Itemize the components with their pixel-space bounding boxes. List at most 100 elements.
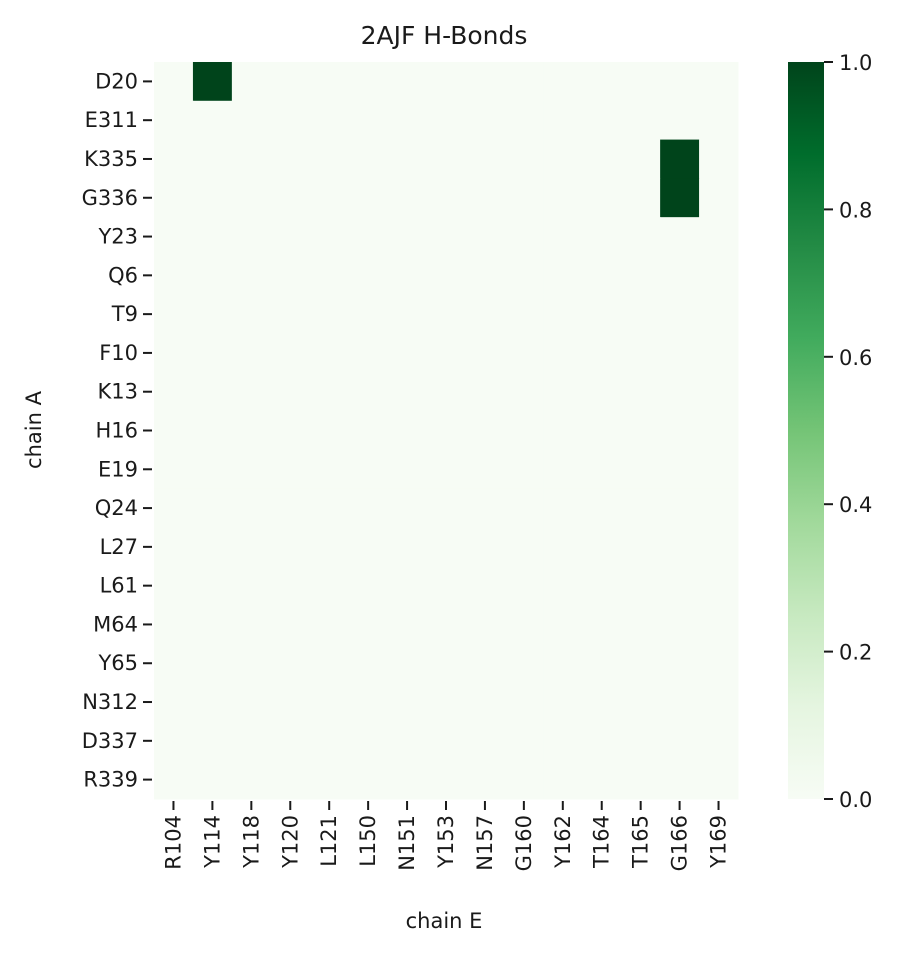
y-tick-label: K335 [84, 147, 138, 171]
heatmap-cells [154, 62, 739, 800]
heatmap-cell-L27-Y162 [543, 527, 583, 567]
heatmap-cell-E19-N157 [465, 449, 505, 490]
heatmap-cell-R339-T165 [621, 760, 661, 800]
heatmap-cell-F10-G166 [660, 333, 700, 373]
heatmap-cell-L27-G160 [504, 527, 544, 567]
heatmap-cell-E19-Y118 [231, 449, 272, 490]
heatmap-cell-Y65-Y153 [426, 643, 466, 684]
y-axis-title: chain A [22, 390, 46, 469]
heatmap-cell-Q24-L150 [348, 488, 389, 528]
heatmap-cell-K335-Y120 [270, 139, 311, 179]
y-tick-label: E19 [98, 457, 138, 481]
y-tick-label: K13 [98, 380, 139, 404]
x-tick-label: N157 [473, 815, 497, 871]
heatmap-cell-Y23-G166 [660, 217, 700, 257]
x-tick-label: Y153 [434, 815, 458, 869]
heatmap-cell-Y23-Y120 [270, 217, 311, 257]
heatmap-cell-K13-N151 [387, 372, 428, 412]
heatmap-cell-Y23-Y118 [231, 217, 272, 257]
heatmap-cell-G336-N157 [465, 178, 505, 218]
heatmap-cell-E311-N157 [465, 100, 505, 141]
colorbar-tick-label: 0.4 [839, 493, 872, 517]
heatmap-cell-Q6-Y114 [192, 255, 233, 296]
heatmap-cell-N312-G160 [504, 682, 544, 722]
heatmap-cell-F10-Y153 [426, 333, 466, 373]
heatmap-cell-F10-Y169 [699, 333, 739, 373]
heatmap-cell-D337-T165 [621, 721, 661, 761]
heatmap-cell-G336-L121 [309, 178, 350, 218]
heatmap-cell-E19-R104 [154, 449, 194, 490]
heatmap-cell-Y65-Y169 [699, 643, 739, 684]
colorbar-tick-label: 0.6 [839, 346, 872, 370]
heatmap-cell-K13-R104 [154, 372, 194, 412]
heatmap-cell-Q24-Y118 [231, 488, 272, 528]
heatmap-cell-T9-Y169 [699, 294, 739, 335]
heatmap-cell-G336-Y114 [192, 178, 233, 218]
heatmap-cell-D20-N151 [387, 62, 428, 102]
heatmap-cell-D337-L150 [348, 721, 389, 761]
heatmap-cell-T9-N157 [465, 294, 505, 335]
heatmap-cell-K13-Y114 [192, 372, 233, 412]
heatmap-cell-Y23-L121 [309, 217, 350, 257]
heatmap-cell-K13-G160 [504, 372, 544, 412]
heatmap-cell-L61-N151 [387, 566, 428, 606]
heatmap-cell-F10-N151 [387, 333, 428, 373]
colorbar-tick-label: 0.8 [839, 198, 872, 222]
heatmap-cell-L61-Y114 [192, 566, 233, 606]
heatmap-cell-D337-R104 [154, 721, 194, 761]
heatmap-cell-M64-Y118 [231, 605, 272, 645]
x-axis-title: chain E [406, 909, 483, 933]
heatmap-cell-K13-N157 [465, 372, 505, 412]
x-tick-label: L121 [317, 815, 341, 867]
heatmap-cell-D20-L150 [348, 62, 389, 102]
heatmap-cell-N312-Y153 [426, 682, 466, 722]
heatmap-cell-L61-G160 [504, 566, 544, 606]
heatmap-cell-K13-G166 [660, 372, 700, 412]
heatmap-cell-R339-Y118 [231, 760, 272, 800]
x-tick-label: R104 [161, 815, 185, 870]
heatmap-cell-M64-G160 [504, 605, 544, 645]
heatmap-cell-M64-N151 [387, 605, 428, 645]
heatmap-cell-L27-N151 [387, 527, 428, 567]
heatmap-cell-M64-N157 [465, 605, 505, 645]
heatmap-cell-R339-Y114 [192, 760, 233, 800]
heatmap-cell-Q6-G160 [504, 255, 544, 296]
x-tick-label: Y169 [707, 815, 731, 869]
x-tick-label: Y120 [278, 815, 302, 869]
heatmap-cell-L27-Y169 [699, 527, 739, 567]
heatmap-cell-T9-Y120 [270, 294, 311, 335]
heatmap-cell-N312-Y162 [543, 682, 583, 722]
heatmap-cell-L27-Y120 [270, 527, 311, 567]
heatmap-cell-Q24-T164 [582, 488, 622, 528]
heatmap-cell-Q24-Y169 [699, 488, 739, 528]
heatmap-cell-E311-G160 [504, 100, 544, 141]
heatmap-cell-E311-Y153 [426, 100, 466, 141]
heatmap-cell-F10-L150 [348, 333, 389, 373]
heatmap-cell-Y23-T164 [582, 217, 622, 257]
heatmap-cell-F10-Y118 [231, 333, 272, 373]
heatmap-cell-D20-L121 [309, 62, 350, 102]
heatmap-cell-L27-L150 [348, 527, 389, 567]
heatmap-cell-L27-Y114 [192, 527, 233, 567]
heatmap-cell-H16-N157 [465, 411, 505, 451]
heatmap-cell-K335-Y153 [426, 139, 466, 179]
heatmap-cell-G336-Y120 [270, 178, 311, 218]
heatmap-cell-Q6-T165 [621, 255, 661, 296]
x-tick-label: Y118 [239, 815, 263, 869]
heatmap-cell-E311-Y120 [270, 100, 311, 141]
x-tick-label: Y162 [551, 815, 575, 869]
heatmap-cell-Y23-N157 [465, 217, 505, 257]
heatmap-cell-D20-N157 [465, 62, 505, 102]
heatmap-cell-Y65-T165 [621, 643, 661, 684]
heatmap-cell-R339-G160 [504, 760, 544, 800]
heatmap-cell-H16-G166 [660, 411, 700, 451]
heatmap-cell-Q6-Y120 [270, 255, 311, 296]
y-tick-label: M64 [93, 612, 138, 636]
heatmap-cell-G336-Y162 [543, 178, 583, 218]
y-tick-label: R339 [83, 768, 138, 792]
heatmap-cell-R339-Y120 [270, 760, 311, 800]
heatmap-cell-D337-T164 [582, 721, 622, 761]
heatmap-cell-L61-Y118 [231, 566, 272, 606]
heatmap-cell-Q6-Y162 [543, 255, 583, 296]
